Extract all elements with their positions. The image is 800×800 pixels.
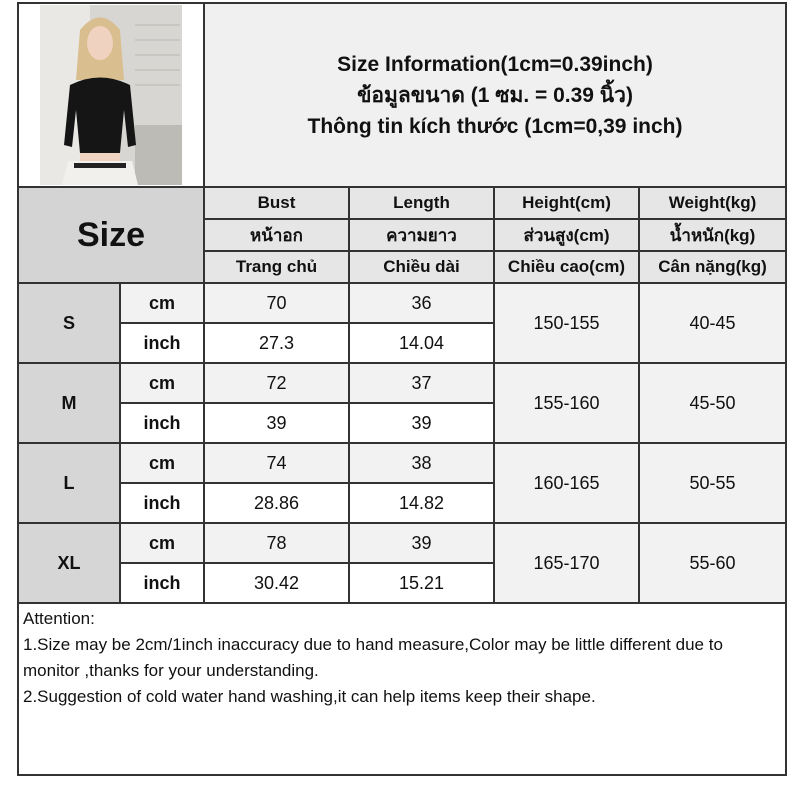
length-value: 39	[348, 402, 495, 444]
length-value: 36	[348, 282, 495, 324]
table-row: inch 28.86 14.82	[18, 482, 786, 524]
col-bust-en: Bust	[203, 186, 350, 220]
weight-value: 45-50	[637, 362, 788, 444]
table-row: XL cm 78 39 165-170 55-60	[17, 522, 788, 604]
size-chart-table: Size Information(1cm=0.39inch) ข้อมูลขนา…	[16, 2, 788, 776]
weight-value: 40-45	[637, 282, 788, 364]
bust-value: 27.3	[203, 322, 350, 364]
unit-label: cm	[119, 442, 205, 484]
table-row: inch 39 39	[18, 402, 786, 444]
bust-value: 39	[203, 402, 350, 444]
size-label: M	[17, 362, 121, 444]
unit-label: cm	[119, 362, 205, 404]
col-bust-th: หน้าอก	[203, 218, 350, 252]
col-height-vi: Chiều cao(cm)	[493, 250, 640, 284]
size-header: Size	[17, 186, 205, 284]
weight-value: 50-55	[637, 442, 788, 524]
col-height-en: Height(cm)	[493, 186, 640, 220]
height-value: 160-165	[493, 442, 640, 524]
attention-heading: Attention:	[23, 609, 95, 628]
title-vietnamese: Thông tin kích thước (1cm=0,39 inch)	[307, 114, 683, 138]
height-value: 150-155	[493, 282, 640, 364]
product-photo-cell	[17, 2, 205, 188]
unit-label: cm	[119, 522, 205, 564]
weight-value: 55-60	[637, 522, 788, 604]
bust-value: 72	[203, 362, 350, 404]
length-value: 14.04	[348, 322, 495, 364]
col-weight-vi: Cân nặng(kg)	[637, 250, 788, 284]
table-row: M cm 72 37 155-160 45-50	[17, 362, 788, 444]
height-value: 155-160	[493, 362, 640, 444]
bust-value: 78	[203, 522, 350, 564]
col-length-en: Length	[348, 186, 495, 220]
size-label: XL	[17, 522, 121, 604]
product-photo	[40, 5, 182, 185]
unit-label: inch	[119, 482, 205, 524]
col-length-th: ความยาว	[348, 218, 495, 252]
bust-value: 30.42	[203, 562, 350, 604]
attention-notes: Attention: 1.Size may be 2cm/1inch inacc…	[16, 602, 788, 776]
col-weight-en: Weight(kg)	[637, 186, 788, 220]
title-thai: ข้อมูลขนาด (1 ซม. = 0.39 นิ้ว)	[357, 83, 633, 107]
length-value: 38	[348, 442, 495, 484]
table-row: L cm 74 38 160-165 50-55	[17, 442, 788, 524]
length-value: 37	[348, 362, 495, 404]
attention-note-2: 2.Suggestion of cold water hand washing,…	[23, 687, 596, 706]
title-english: Size Information(1cm=0.39inch)	[337, 52, 653, 76]
col-length-vi: Chiều dài	[348, 250, 495, 284]
bust-value: 70	[203, 282, 350, 324]
length-value: 15.21	[348, 562, 495, 604]
col-weight-th: น้ำหนัก(kg)	[637, 218, 788, 252]
table-row: S cm 70 36 150-155 40-45	[17, 282, 788, 364]
title-cell: Size Information(1cm=0.39inch) ข้อมูลขนา…	[202, 2, 788, 188]
unit-label: inch	[119, 322, 205, 364]
bust-value: 28.86	[203, 482, 350, 524]
bust-value: 74	[203, 442, 350, 484]
col-bust-vi: Trang chủ	[203, 250, 350, 284]
unit-label: cm	[119, 282, 205, 324]
size-label: L	[17, 442, 121, 524]
attention-note-1: 1.Size may be 2cm/1inch inaccuracy due t…	[23, 635, 723, 680]
table-row: inch 30.42 15.21	[18, 562, 786, 604]
size-label: S	[17, 282, 121, 364]
height-value: 165-170	[493, 522, 640, 604]
col-height-th: ส่วนสูง(cm)	[493, 218, 640, 252]
length-value: 39	[348, 522, 495, 564]
unit-label: inch	[119, 562, 205, 604]
length-value: 14.82	[348, 482, 495, 524]
unit-label: inch	[119, 402, 205, 444]
table-row: inch 27.3 14.04	[18, 322, 786, 364]
